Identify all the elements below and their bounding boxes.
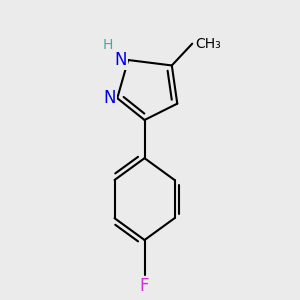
Text: F: F [140, 277, 149, 295]
Text: N: N [103, 89, 116, 107]
Text: H: H [103, 38, 113, 52]
Text: N: N [114, 51, 127, 69]
Text: CH₃: CH₃ [195, 37, 221, 51]
